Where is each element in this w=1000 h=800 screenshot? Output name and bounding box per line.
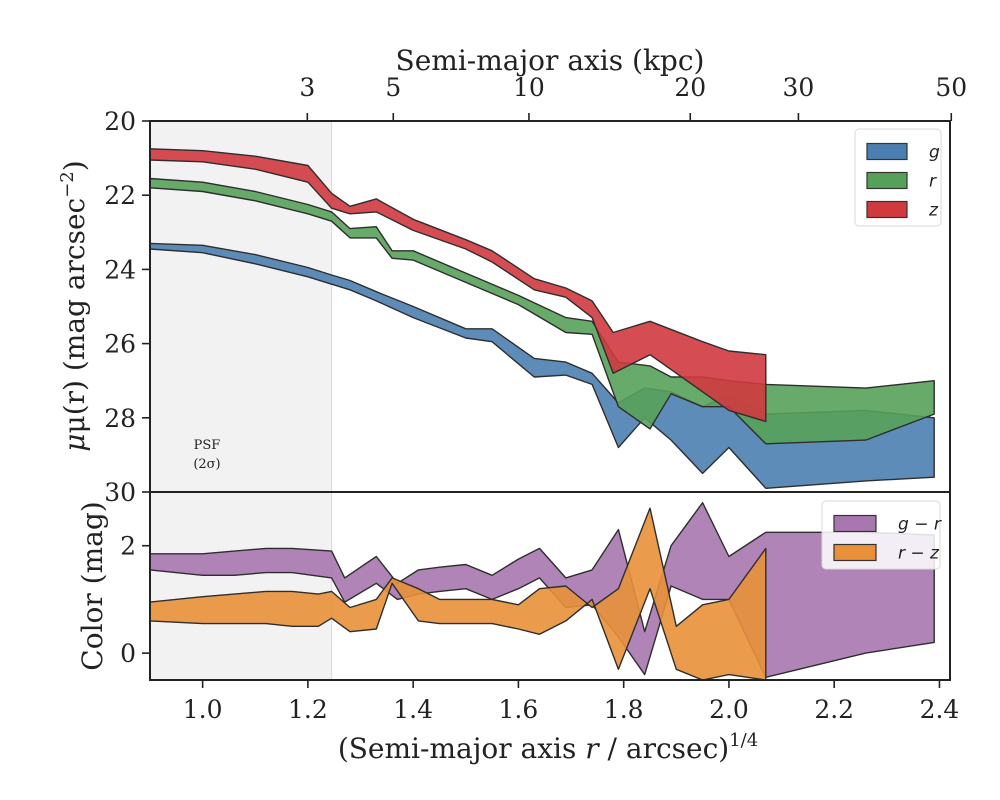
x-title-sup: 1/4 (729, 730, 758, 751)
bottom-x-axis: 1.0 1.2 1.4 1.6 1.8 2.0 2.2 2.4 (183, 680, 960, 724)
x-tick-label-1-0: 1.0 (183, 695, 223, 724)
band-legend-label-z: z (928, 201, 939, 221)
top-kpc-axis: 351020305075100150 (299, 73, 967, 121)
y-tick-label-22: 22 (104, 181, 136, 210)
kpc-tick-label-5: 5 (385, 73, 401, 102)
top-y-axis: 20 22 24 26 28 30 (104, 107, 150, 507)
x-tick-label-1-4: 1.4 (393, 695, 433, 724)
kpc-tick-label-10: 10 (513, 73, 545, 102)
color-legend-swatch-r-z (833, 543, 877, 562)
y-tick-label-30: 30 (104, 478, 136, 507)
x-tick-label-1-6: 1.6 (499, 695, 539, 724)
x-tick-label-1-8: 1.8 (604, 695, 644, 724)
color-legend-label-r-z: r − z (898, 544, 940, 564)
color-bands (150, 502, 935, 680)
y-title-main: μ(r) (mag arcsec (58, 198, 91, 434)
psf-sigma-label: (2σ) (193, 457, 220, 472)
band-legend-label-r: r (929, 172, 937, 192)
x-tick-label-1-2: 1.2 (288, 695, 328, 724)
kpc-tick-label-20: 20 (674, 73, 706, 102)
x-tick-label-2-2: 2.2 (814, 695, 854, 724)
mu-band-z (150, 148, 767, 423)
kpc-tick-label-30: 30 (783, 73, 815, 102)
x-tick-label-2-0: 2.0 (709, 695, 749, 724)
y-title-sup: −2 (57, 171, 78, 198)
color-tick-label-2: 2 (120, 532, 136, 561)
color-legend-swatch-g-r (833, 514, 877, 533)
psf-shaded-region-color-panel (150, 492, 332, 680)
x-title-main: (Semi-major axis (338, 732, 585, 765)
color-band-r-z (150, 507, 767, 680)
x-title-var: r (585, 732, 600, 765)
mu-band-g (150, 242, 935, 489)
psf-label: PSF (194, 438, 221, 453)
kpc-tick-label-50: 50 (935, 73, 967, 102)
x-title-rest: / arcsec) (599, 732, 730, 765)
bottom-y-axis: 02 (120, 532, 150, 668)
y-title-mu: μ (58, 433, 91, 451)
legend-bands: grz (854, 128, 942, 227)
top-y-axis-title: μμ(r) (mag arcsec−2) (57, 160, 91, 451)
x-tick-label-2-4: 2.4 (920, 695, 960, 724)
band-legend-swatch-r (866, 171, 908, 190)
band-legend-swatch-z (866, 200, 908, 219)
bottom-y-axis-title: Color (mag) (76, 501, 109, 670)
bottom-x-axis-title: (Semi-major axis r / arcsec)1/4 (338, 730, 758, 765)
surface-brightness-bands (150, 148, 935, 489)
band-legend-label-g: g (929, 143, 940, 163)
top-x-axis-title: Semi-major axis (kpc) (396, 44, 705, 77)
mu-band-r (150, 177, 935, 445)
y-tick-label-20: 20 (104, 107, 136, 136)
legend-colors: g − r r − z (821, 500, 942, 570)
y-tick-label-28: 28 (104, 404, 136, 433)
bottom-panel-frame (149, 491, 951, 681)
y-tick-label-26: 26 (104, 330, 136, 359)
y-title-end: ) (58, 160, 91, 171)
kpc-tick-label-3: 3 (299, 73, 315, 102)
band-legend-swatch-g (866, 142, 908, 161)
color-legend-label-g-r: g − r (898, 515, 942, 535)
y-tick-label-24: 24 (104, 255, 136, 284)
color-tick-label-0: 0 (120, 639, 136, 668)
